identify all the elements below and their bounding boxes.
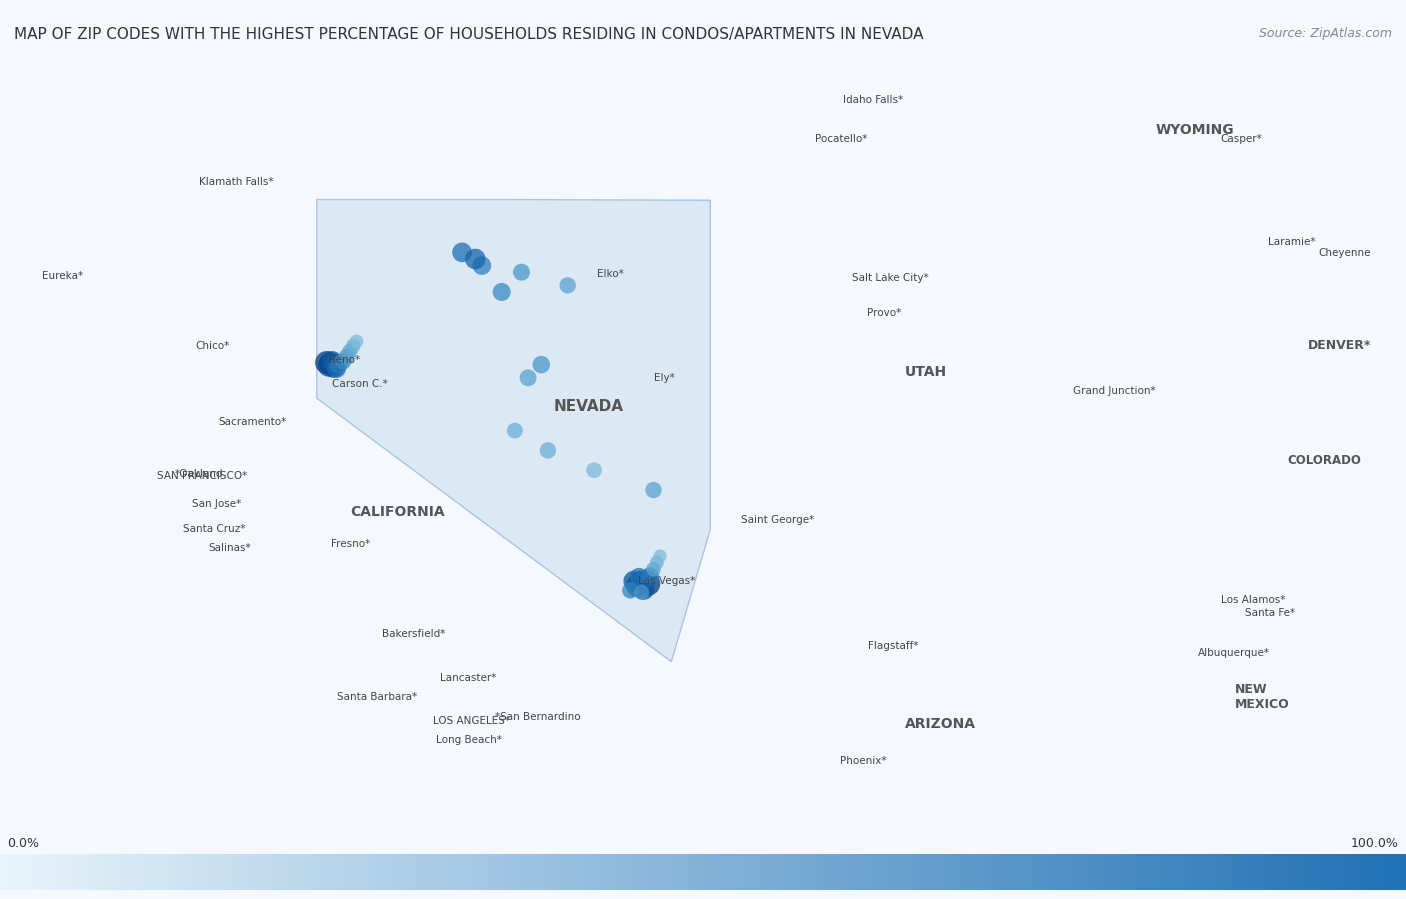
Text: Fresno*: Fresno* [330,539,370,548]
Point [630,585,652,600]
Point [636,572,658,586]
Point [325,361,347,376]
Point [637,576,659,591]
Point [557,278,579,292]
Text: *San Bernardino: *San Bernardino [495,712,581,723]
Text: DENVER*: DENVER* [1308,339,1371,352]
Text: NEW
MEXICO: NEW MEXICO [1234,683,1289,711]
Text: Source: ZipAtlas.com: Source: ZipAtlas.com [1258,27,1392,40]
Point [328,358,350,372]
Point [335,350,357,364]
Text: Santa Cruz*: Santa Cruz* [183,523,245,534]
Point [638,569,661,583]
Text: Las Vegas*: Las Vegas* [638,576,695,586]
Text: LOS ANGELES*: LOS ANGELES* [433,717,510,726]
Point [517,370,540,385]
Text: Casper*: Casper* [1220,134,1263,144]
Point [530,358,553,372]
Text: Laramie*: Laramie* [1268,237,1316,247]
Point [537,443,560,458]
Point [627,570,650,584]
Point [346,334,368,349]
Text: Provo*: Provo* [868,308,901,318]
Point [319,356,342,370]
Text: Klamath Falls*: Klamath Falls* [200,177,274,187]
Polygon shape [316,200,710,662]
Text: SAN FRANCISCO*: SAN FRANCISCO* [157,471,247,481]
Point [323,356,346,370]
Point [318,359,340,373]
Text: Cheyenne: Cheyenne [1319,248,1371,258]
Point [628,575,651,590]
Text: Sacramento*: Sacramento* [218,417,287,427]
Point [322,360,344,374]
Text: 0.0%: 0.0% [7,837,39,850]
Text: COLORADO: COLORADO [1286,454,1361,467]
Text: Carson C.*: Carson C.* [332,379,388,389]
Text: NEVADA: NEVADA [553,399,623,414]
Point [510,265,533,280]
Text: Idaho Falls*: Idaho Falls* [844,95,903,105]
Text: Grand Junction*: Grand Junction* [1073,386,1156,396]
Text: WYOMING: WYOMING [1156,122,1234,137]
Text: Chico*: Chico* [195,342,229,352]
Point [633,582,655,596]
Text: ARIZONA: ARIZONA [905,717,976,731]
Point [451,245,474,260]
Point [332,354,354,369]
Text: San Jose*: San Jose* [193,499,242,509]
Text: *Oakland: *Oakland [174,468,224,479]
Text: Long Beach*: Long Beach* [436,734,502,745]
Text: Albuquerque*: Albuquerque* [1198,648,1270,658]
Text: Salinas*: Salinas* [208,543,250,553]
Text: Phoenix*: Phoenix* [841,756,887,766]
Text: Lancaster*: Lancaster* [440,673,496,683]
Text: Eureka*: Eureka* [42,271,83,280]
Text: Saint George*: Saint George* [741,515,814,525]
Text: Elko*: Elko* [596,269,623,279]
Point [503,423,526,438]
Text: UTAH: UTAH [905,366,948,379]
Text: Los Alamos*: Los Alamos* [1222,595,1285,605]
Text: MAP OF ZIP CODES WITH THE HIGHEST PERCENTAGE OF HOUSEHOLDS RESIDING IN CONDOS/AP: MAP OF ZIP CODES WITH THE HIGHEST PERCEN… [14,27,924,42]
Point [315,355,337,369]
Point [321,354,343,369]
Point [626,579,648,593]
Text: 100.0%: 100.0% [1351,837,1399,850]
Text: CALIFORNIA: CALIFORNIA [350,505,444,520]
Text: Pocatello*: Pocatello* [815,134,868,144]
Point [643,483,665,497]
Point [619,583,641,598]
Point [643,562,665,576]
Point [645,556,668,570]
Point [321,358,343,372]
Point [583,463,606,477]
Text: Flagstaff*: Flagstaff* [868,641,918,651]
Text: Santa Fe*: Santa Fe* [1244,608,1295,619]
Text: Ely*: Ely* [654,373,675,383]
Point [491,285,513,299]
Point [464,252,486,266]
Point [623,574,645,588]
Point [342,339,364,353]
Text: Salt Lake City*: Salt Lake City* [852,273,929,283]
Text: Reno*: Reno* [329,354,360,365]
Point [339,344,361,359]
Text: Santa Barbara*: Santa Barbara* [336,692,416,702]
Point [648,548,671,563]
Point [471,258,494,272]
Text: Bakersfield*: Bakersfield* [381,629,444,639]
